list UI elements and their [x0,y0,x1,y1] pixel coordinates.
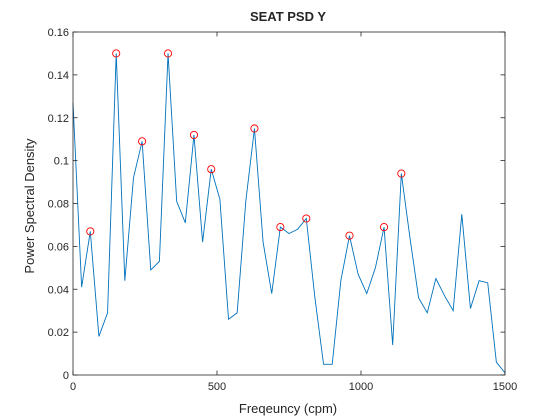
y-tick-label: 0.1 [54,156,69,168]
peak-marker [163,49,173,58]
y-tick-label: 0.08 [48,199,69,211]
y-tick-label: 0.04 [48,284,69,296]
chart-title: SEAT PSD Y [250,9,326,24]
series-layer [72,53,506,374]
x-axis-label: Freqeuncy (cpm) [239,401,337,416]
peak-marker [189,130,199,139]
peak-marker [207,165,216,174]
x-axis: 0 500 1000 1500 [70,32,517,393]
x-tick-label: 1500 [493,381,517,393]
peak-marker [112,49,121,58]
y-tick-label: 0.14 [48,70,69,82]
peak-marker [397,169,406,178]
peak-marker [302,214,311,223]
psd-series-line-1 [72,53,506,374]
x-tick-label: 500 [208,381,226,393]
x-tick-label: 0 [70,381,76,393]
y-axis-label: Power Spectral Density [22,138,37,274]
peak-marker [86,227,95,236]
peaks-layer [86,49,406,240]
y-tick-label: 0 [63,370,69,382]
x-tick-label: 1000 [349,381,373,393]
y-tick-label: 0.06 [48,241,69,253]
peak-marker [379,223,389,232]
y-tick-label: 0.16 [48,27,69,39]
peak-marker [250,124,259,133]
y-tick-label: 0.12 [48,113,69,125]
peak-marker [138,137,147,146]
y-axis: 0 0.02 0.04 0.06 0.08 0.1 0.12 0.14 0.16 [48,27,505,382]
peak-marker [345,231,354,240]
plot-area [73,32,505,375]
peak-marker [276,223,285,232]
y-tick-label: 0.02 [48,327,69,339]
